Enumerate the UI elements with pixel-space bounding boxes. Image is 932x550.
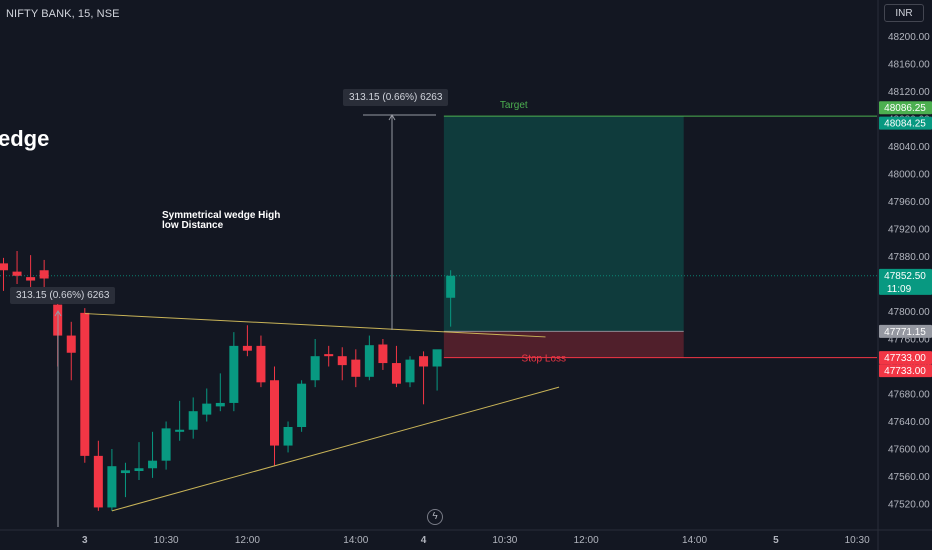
candle-body xyxy=(364,345,374,377)
price-tick-label: 47520.00 xyxy=(888,500,930,511)
candle-body xyxy=(161,428,171,461)
time-tick-label: 12:00 xyxy=(574,535,599,546)
price-tag-stop-2-text: 47733.00 xyxy=(884,366,926,377)
price-tick-label: 47880.00 xyxy=(888,252,930,263)
candle-body xyxy=(419,356,429,367)
candle-body xyxy=(337,356,347,366)
candle-body xyxy=(39,270,49,279)
candle-body xyxy=(175,429,185,432)
price-tick-label: 48160.00 xyxy=(888,60,930,71)
candle-body xyxy=(215,402,225,407)
price-tick-label: 47920.00 xyxy=(888,225,930,236)
wedge-upper-line xyxy=(84,313,546,338)
candle-body xyxy=(405,359,415,383)
price-tag-stop-1-text: 47733.00 xyxy=(884,353,926,364)
lightning-icon[interactable]: ϟ xyxy=(427,509,443,525)
time-tick-label: 3 xyxy=(82,535,88,546)
price-tag-stop-1 xyxy=(879,351,932,365)
time-tick-label: 10:30 xyxy=(154,535,179,546)
candle-body xyxy=(0,263,8,271)
price-tick-label: 47960.00 xyxy=(888,197,930,208)
price-tick-label: 48120.00 xyxy=(888,87,930,98)
price-tag-target-text: 48084.25 xyxy=(884,119,926,130)
symbol-title[interactable]: NIFTY BANK, 15, NSE xyxy=(6,8,120,20)
price-tick-label: 47800.00 xyxy=(888,307,930,318)
candle-body xyxy=(148,460,158,469)
drawings-layer[interactable] xyxy=(54,114,560,527)
price-tick-label: 47600.00 xyxy=(888,445,930,456)
measure-label-upper[interactable]: 313.15 (0.66%) 6263 xyxy=(343,89,449,106)
currency-button[interactable]: INR xyxy=(884,4,924,22)
price-tag-48086 xyxy=(879,101,932,115)
price-tag-entry-text: 47771.15 xyxy=(884,327,926,338)
price-tick-label: 47680.00 xyxy=(888,390,930,401)
wedge-annotation-text[interactable]: Symmetrical wedge High low Distance xyxy=(162,210,281,231)
time-tick-label: 10:30 xyxy=(492,535,517,546)
time-tick-label: 10:30 xyxy=(845,535,870,546)
stop-zone xyxy=(443,331,684,358)
time-tick-label: 12:00 xyxy=(235,535,260,546)
candle-body xyxy=(391,363,401,384)
candle-body xyxy=(80,312,90,456)
candle-body xyxy=(188,411,198,430)
price-tick-label: 48000.00 xyxy=(888,170,930,181)
candle-body xyxy=(297,383,307,427)
time-tick-label: 4 xyxy=(421,535,427,546)
price-tick-label: 48200.00 xyxy=(888,32,930,43)
time-axis[interactable]: 3 10:30 12:00 14:00 4 10:30 12:00 14:00 5 10:30 xyxy=(82,535,870,546)
candle-body xyxy=(446,275,456,298)
candle-body xyxy=(134,468,144,471)
measure-arrow-lower-head xyxy=(54,310,62,317)
price-tag-last-countdown: 11:09 xyxy=(887,284,912,295)
price-tag-last xyxy=(879,268,932,295)
candle-body xyxy=(351,359,361,377)
chart-title-text: edge xyxy=(0,126,50,151)
candle-body xyxy=(202,403,212,415)
price-tags-layer: 48086.2548084.2547852.5011:0947771.15477… xyxy=(879,101,932,378)
price-tick-label: 48040.00 xyxy=(888,142,930,153)
price-tag-entry xyxy=(879,324,932,338)
candle-body xyxy=(270,380,279,446)
measure-label-lower[interactable]: 313.15 (0.66%) 6263 xyxy=(10,287,116,304)
candle-body xyxy=(107,466,117,508)
wedge-lower-line xyxy=(111,386,560,512)
price-tag-stop-2 xyxy=(879,364,932,378)
price-tick-label: 47640.00 xyxy=(888,417,930,428)
target-label: Target xyxy=(500,100,528,111)
price-tick-label: 47760.00 xyxy=(888,335,930,346)
candle-body xyxy=(283,427,293,446)
time-tick-label: 14:00 xyxy=(343,535,368,546)
candle-body xyxy=(378,344,388,364)
candle-body xyxy=(432,349,442,367)
candle-body xyxy=(242,345,252,351)
candle-body xyxy=(324,354,334,357)
price-tag-48086-text: 48086.25 xyxy=(884,103,926,114)
candle-body xyxy=(120,470,130,474)
candle-body xyxy=(256,345,266,383)
candle-body xyxy=(66,335,76,353)
price-tick-label: 47560.00 xyxy=(888,472,930,483)
candle-body xyxy=(12,271,22,276)
target-zone xyxy=(443,116,684,332)
long-position-tool[interactable]: Target Stop Loss xyxy=(443,100,877,365)
price-tag-last-text: 47852.50 xyxy=(884,271,926,282)
candle-body xyxy=(229,345,239,403)
candle-body xyxy=(26,277,36,281)
candles-layer xyxy=(0,251,456,511)
time-tick-label: 14:00 xyxy=(682,535,707,546)
stop-loss-label: Stop Loss xyxy=(522,354,566,365)
candle-body xyxy=(310,356,320,381)
candle-body xyxy=(93,455,103,508)
time-tick-label: 5 xyxy=(773,535,779,546)
price-tag-target xyxy=(879,116,932,130)
